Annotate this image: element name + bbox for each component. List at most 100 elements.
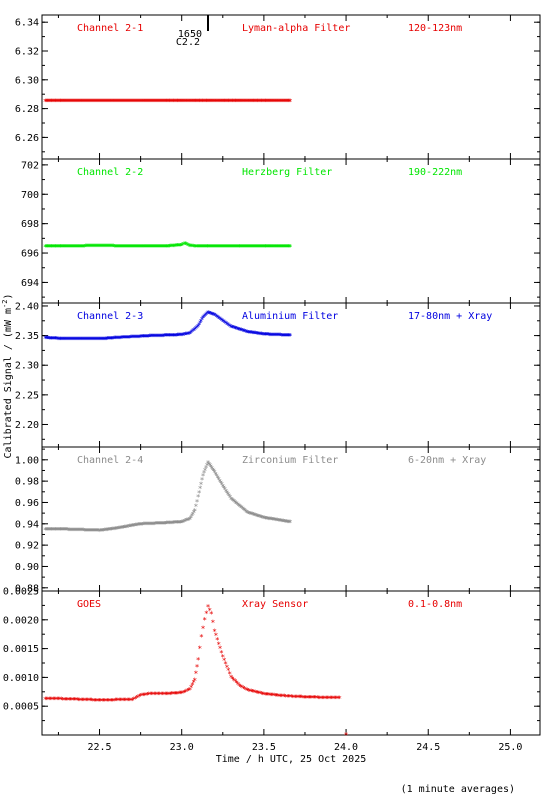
data-point: *: [48, 97, 53, 106]
data-point: *: [46, 97, 51, 106]
data-point: *: [81, 527, 86, 536]
data-point: *: [209, 310, 214, 319]
data-point: *: [44, 97, 49, 106]
data-point: *: [80, 527, 85, 536]
data-point: *: [164, 520, 169, 529]
data-point: *: [205, 310, 210, 319]
data-point: *: [155, 691, 160, 700]
data-point: *: [90, 336, 95, 345]
data-point: *: [175, 97, 180, 106]
data-point: *: [124, 334, 129, 343]
data-point: *: [112, 697, 117, 706]
data-point: *: [193, 97, 198, 106]
data-point: *: [206, 97, 211, 106]
data-point: *: [129, 522, 134, 531]
data-point: *: [91, 527, 96, 536]
data-point: *: [212, 243, 217, 252]
data-point: *: [124, 97, 129, 106]
data-point: *: [270, 243, 275, 252]
data-point: *: [59, 243, 64, 252]
data-point: *: [262, 243, 267, 252]
data-point: *: [120, 524, 125, 533]
data-point: *: [279, 97, 284, 106]
data-point: *: [50, 335, 55, 344]
data-point: *: [126, 697, 131, 706]
data-point: *: [55, 526, 60, 535]
data-point: *: [243, 328, 248, 337]
data-point: *: [144, 521, 149, 530]
data-point: *: [59, 97, 64, 106]
data-point: *: [303, 694, 308, 703]
data-point: *: [89, 243, 94, 252]
panel-band: 6-20nm + Xray: [408, 455, 486, 466]
data-point: *: [58, 97, 63, 106]
data-point: *: [181, 331, 186, 340]
data-point: *: [222, 657, 227, 666]
data-point: *: [170, 690, 175, 699]
data-point: *: [194, 324, 199, 333]
data-point: *: [231, 498, 236, 507]
data-point: *: [240, 684, 245, 693]
data-point: *: [190, 681, 195, 690]
data-point: *: [71, 336, 76, 345]
data-point: *: [268, 516, 273, 525]
data-point: *: [120, 243, 125, 252]
data-point: *: [195, 324, 200, 333]
data-point: *: [83, 243, 88, 252]
data-point: *: [72, 526, 77, 535]
data-point: *: [161, 97, 166, 106]
data-point: *: [254, 512, 259, 521]
data-point: *: [76, 696, 81, 705]
data-point: *: [252, 511, 257, 520]
data-point: *: [125, 97, 130, 106]
data-point: *: [79, 336, 84, 345]
data-point: *: [154, 332, 159, 341]
data-point: *: [146, 243, 151, 252]
data-point: *: [235, 325, 240, 334]
data-point: *: [264, 243, 269, 252]
data-point: *: [191, 243, 196, 252]
data-point: *: [204, 609, 209, 618]
data-point: *: [73, 243, 78, 252]
data-point: *: [81, 97, 86, 106]
data-point: *: [55, 243, 60, 252]
data-point: *: [201, 624, 206, 633]
data-point: *: [86, 243, 91, 252]
data-point: *: [117, 243, 122, 252]
data-point: *: [78, 336, 83, 345]
data-point: *: [122, 524, 127, 533]
data-point: *: [264, 691, 269, 700]
data-point: *: [67, 336, 72, 345]
data-point: *: [168, 332, 173, 341]
data-point: *: [43, 335, 48, 344]
data-point: *: [294, 694, 299, 703]
data-point: *: [173, 519, 178, 528]
data-point: *: [241, 506, 246, 515]
data-point: *: [184, 241, 189, 250]
data-point: *: [210, 243, 215, 252]
data-point: *: [142, 97, 147, 106]
data-point: *: [56, 335, 61, 344]
data-point: *: [165, 97, 170, 106]
data-point: *: [202, 616, 207, 625]
data-point: *: [125, 523, 130, 532]
data-point: *: [67, 696, 72, 705]
data-point: *: [235, 243, 240, 252]
data-point: *: [54, 97, 59, 106]
data-point: *: [132, 334, 137, 343]
event-marker-label-top: 1650: [178, 29, 202, 40]
data-point: *: [64, 97, 69, 106]
data-point: *: [201, 243, 206, 252]
data-point: *: [167, 332, 172, 341]
data-point: *: [173, 242, 178, 251]
data-point: *: [119, 697, 124, 706]
panel-channel-name: GOES: [77, 599, 101, 610]
data-point: *: [248, 687, 253, 696]
data-point: *: [164, 97, 169, 106]
data-point: *: [125, 334, 130, 343]
data-point: *: [330, 695, 335, 704]
data-point: *: [126, 334, 131, 343]
data-point: *: [92, 697, 97, 706]
data-point: *: [52, 335, 57, 344]
data-point: *: [274, 517, 279, 526]
